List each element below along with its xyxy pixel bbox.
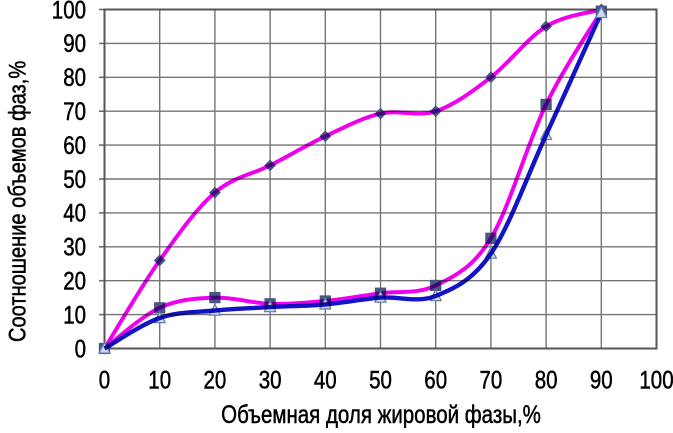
- svg-text:0: 0: [75, 334, 86, 362]
- svg-text:20: 20: [63, 267, 86, 295]
- svg-text:Соотношение объемов фаз,%: Соотношение объемов фаз,%: [4, 61, 31, 342]
- svg-text:30: 30: [259, 366, 282, 394]
- svg-text:100: 100: [639, 366, 673, 394]
- svg-text:70: 70: [63, 97, 86, 125]
- svg-text:90: 90: [63, 29, 86, 57]
- svg-text:40: 40: [63, 199, 86, 227]
- svg-text:Объемная доля жировой фазы,%: Объемная доля жировой фазы,%: [221, 400, 541, 428]
- svg-text:90: 90: [590, 366, 613, 394]
- svg-text:50: 50: [63, 165, 86, 193]
- svg-text:20: 20: [203, 366, 226, 394]
- svg-text:60: 60: [424, 366, 447, 394]
- svg-text:10: 10: [148, 366, 171, 394]
- svg-text:60: 60: [63, 131, 86, 159]
- svg-text:30: 30: [63, 233, 86, 261]
- svg-text:80: 80: [535, 366, 558, 394]
- svg-text:70: 70: [479, 366, 502, 394]
- svg-text:40: 40: [314, 366, 337, 394]
- svg-text:10: 10: [63, 300, 86, 328]
- svg-text:50: 50: [369, 366, 392, 394]
- svg-text:0: 0: [99, 366, 110, 394]
- svg-text:100: 100: [52, 0, 86, 24]
- svg-text:80: 80: [63, 63, 86, 91]
